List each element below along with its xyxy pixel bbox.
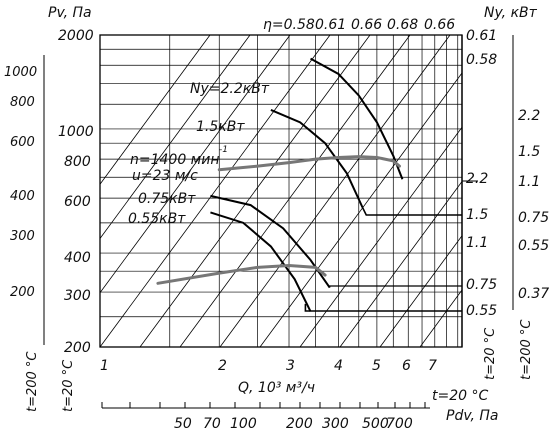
right1-tick-0.58: 0.58 xyxy=(466,52,497,68)
right2-tick-0.55: 0.55 xyxy=(518,238,549,254)
right2-tick-1.5: 1.5 xyxy=(518,144,540,160)
pv-axis-label: Pv, Па xyxy=(48,5,92,21)
efficiency-line-6 xyxy=(219,34,451,348)
right1-tick-0.75: 0.75 xyxy=(466,277,497,293)
efficiency-line-10 xyxy=(379,235,463,348)
right1-tick-0.61: 0.61 xyxy=(466,28,497,44)
speed-label-exp: -1 xyxy=(219,145,228,155)
power-curve-2 xyxy=(210,194,331,289)
right-axis-2: 2.2 1.5 1.1 0.75 0.55 0.37 xyxy=(512,35,549,310)
x-tick-4: 4 xyxy=(334,358,343,374)
performance-curve-1 xyxy=(156,263,327,285)
eff-label-0: η=0.58 xyxy=(263,17,315,33)
leader-1.5 xyxy=(361,207,462,216)
speed-label-line1: n=1400 мин xyxy=(130,152,220,168)
right1-tick-0.55: 0.55 xyxy=(466,303,497,319)
right1-tick-1.5: 1.5 xyxy=(466,207,488,223)
left-temp-label-1: t=200 °C xyxy=(25,351,40,412)
ny-axis-label: Ny, кВт xyxy=(484,5,538,21)
pdv-temp-label: t=20 °C xyxy=(432,388,488,404)
power-curve-0 xyxy=(310,57,404,180)
left2-tick-800: 800 xyxy=(64,154,91,170)
power-curve-1 xyxy=(270,109,364,208)
grid-lines xyxy=(100,35,462,347)
performance-curve-0 xyxy=(217,155,401,172)
efficiency-line-9 xyxy=(339,181,463,348)
pdv-axis: t=20 °C 50 70 100 200 300 500 700 Pdv, П… xyxy=(101,388,498,432)
pdv-axis-label: Pdv, Па xyxy=(446,408,498,424)
efficiency-line-7 xyxy=(259,72,463,348)
left1-tick-400: 400 xyxy=(10,189,35,204)
left1-tick-200: 200 xyxy=(10,285,35,300)
pdv-tick-700: 700 xyxy=(386,416,413,432)
left-axis-2: 2000 1000 800 600 400 300 200 xyxy=(58,28,94,356)
left2-tick-1000: 1000 xyxy=(58,124,94,140)
power-label-0.55: 0.55кВт xyxy=(128,211,186,227)
eff-label-3: 0.68 xyxy=(387,17,418,33)
left2-tick-300: 300 xyxy=(64,288,91,304)
right-temp-label-1: t=20 °C xyxy=(483,327,498,380)
right-temp-label-2: t=200 °C xyxy=(519,319,534,380)
pdv-tick-50: 50 xyxy=(174,416,192,432)
x-tick-6: 6 xyxy=(402,358,411,374)
pdv-tick-300: 300 xyxy=(322,416,349,432)
eff-label-4: 0.66 xyxy=(424,17,455,33)
power-label-1.5: 1.5кВт xyxy=(196,119,245,135)
left-axis-1: 1000 800 600 400 300 200 xyxy=(4,55,45,345)
right1-tick-1.1: 1.1 xyxy=(466,235,488,251)
right2-tick-1.1: 1.1 xyxy=(518,174,540,190)
pdv-tick-100: 100 xyxy=(230,416,257,432)
left-temp-label-2: t=20 °C xyxy=(61,359,76,412)
pdv-tick-500: 500 xyxy=(362,416,389,432)
x-tick-7: 7 xyxy=(428,358,437,374)
speed-label-line2: u=23 м/с xyxy=(132,168,198,184)
efficiency-line-5 xyxy=(179,34,411,348)
efficiency-line-0 xyxy=(99,34,211,185)
efficiency-lines xyxy=(99,34,463,348)
efficiency-line-8 xyxy=(299,127,463,348)
power-curve-3 xyxy=(210,211,312,312)
efficiency-line-11 xyxy=(419,289,463,348)
left1-tick-1000: 1000 xyxy=(4,65,37,80)
left1-tick-600: 600 xyxy=(10,135,35,150)
x-axis-label: Q, 10³ м³/ч xyxy=(238,380,315,396)
right2-tick-0.75: 0.75 xyxy=(518,210,549,226)
x-tick-3: 3 xyxy=(286,358,295,374)
pdv-tick-200: 200 xyxy=(286,416,313,432)
right2-tick-2.2: 2.2 xyxy=(518,108,540,124)
right2-tick-0.37: 0.37 xyxy=(518,286,549,302)
right-axis-1: 0.61 0.58 2.2 1.5 1.1 0.75 0.55 xyxy=(461,28,497,347)
pdv-tick-70: 70 xyxy=(203,416,221,432)
power-label-2.2: Ny=2.2кВт xyxy=(190,81,270,97)
eff-label-1: 0.61 xyxy=(315,17,346,33)
efficiency-line-2 xyxy=(99,34,291,293)
left1-tick-300: 300 xyxy=(10,229,35,244)
x-tick-1: 1 xyxy=(100,358,109,374)
leader-0.75 xyxy=(329,285,462,288)
eff-label-2: 0.66 xyxy=(351,17,382,33)
left1-tick-800: 800 xyxy=(10,95,35,110)
left2-tick-600: 600 xyxy=(64,194,91,210)
left2-tick-400: 400 xyxy=(64,250,91,266)
left2-tick-2000: 2000 xyxy=(58,28,94,44)
efficiency-line-4 xyxy=(139,34,371,348)
right1-tick-2.2: 2.2 xyxy=(466,171,488,187)
leader-0.55 xyxy=(304,303,462,312)
x-tick-5: 5 xyxy=(372,358,381,374)
left2-tick-200: 200 xyxy=(64,340,91,356)
efficiency-line-3 xyxy=(99,34,331,348)
power-label-0.75: 0.75кВт xyxy=(138,191,196,207)
x-axis: 1 2 3 4 5 6 7 Q, 10³ м³/ч xyxy=(100,358,437,396)
performance-curves xyxy=(156,155,401,285)
efficiency-line-1 xyxy=(99,34,251,239)
x-tick-2: 2 xyxy=(218,358,227,374)
